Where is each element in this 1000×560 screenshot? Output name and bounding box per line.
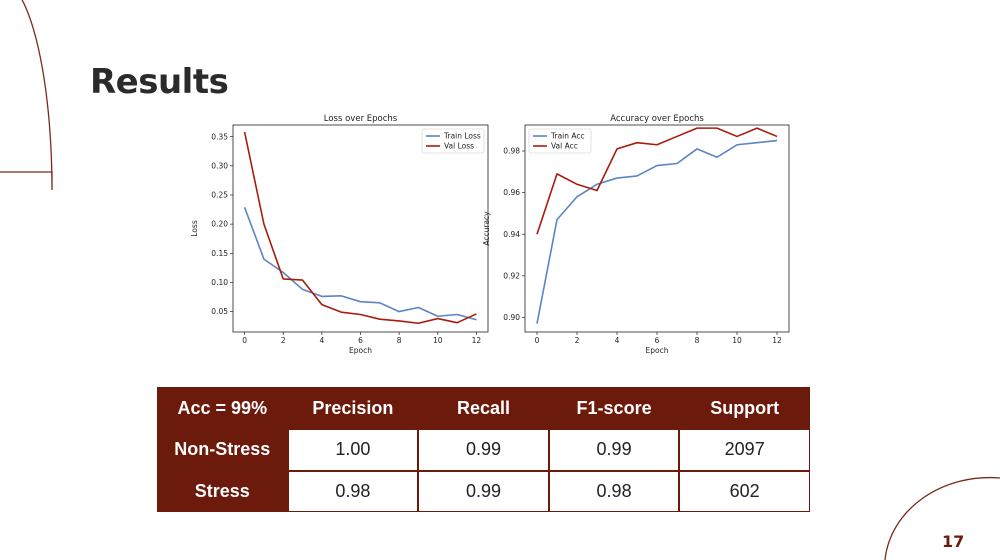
y-tick-label: 0.98	[503, 147, 520, 156]
y-tick-label: 0.20	[211, 220, 228, 229]
x-tick-label: 10	[732, 336, 742, 345]
legend-box	[528, 128, 592, 154]
x-tick-label: 4	[615, 336, 620, 345]
y-tick-label: 0.92	[503, 271, 520, 280]
y-tick-label: 0.35	[211, 132, 228, 141]
y-tick-label: 0.10	[211, 278, 228, 287]
cell-non-stress-precision: 1.00	[287, 429, 419, 471]
header-support: Support	[679, 387, 810, 429]
chart-2: Accuracy over Epochs 0 2 4 6 8 10 12 0.90 0.92 0.9…	[482, 114, 790, 355]
series-line-val-loss	[243, 131, 477, 325]
y-tick-label: 0.90	[503, 313, 520, 322]
slide-title: Results	[90, 62, 229, 102]
legend-label: Train Loss	[443, 132, 481, 141]
chart-title: Accuracy over Epochs	[610, 114, 704, 124]
x-tick-label: 0	[535, 336, 540, 345]
x-tick-label: 12	[472, 336, 482, 345]
x-tick-label: 8	[695, 336, 700, 345]
header-accuracy: Acc = 99%	[157, 387, 288, 429]
cell-non-stress-recall: 0.99	[418, 429, 549, 471]
x-axis-label: Epoch	[349, 346, 372, 355]
charts-area: Loss over Epochs 0 2 4 6 8 10 12 0.05 0.10 0.15 0.2…	[190, 110, 800, 360]
page-number: 17	[942, 532, 965, 551]
x-tick-label: 2	[281, 336, 286, 345]
y-tick-label: 0.96	[503, 188, 520, 197]
row-label-stress: Stress	[157, 470, 288, 512]
legend-label: Val Acc	[551, 142, 578, 151]
y-tick-label: 0.05	[211, 307, 228, 316]
y-tick-label: 0.30	[211, 161, 228, 170]
cell-stress-support: 602	[679, 470, 810, 512]
x-tick-label: 10	[433, 336, 443, 345]
series-line-train-loss	[243, 206, 477, 321]
y-axis-label: Accuracy	[482, 211, 491, 246]
plot-frame	[524, 124, 790, 333]
x-tick-label: 12	[772, 336, 782, 345]
x-tick-label: 0	[242, 336, 247, 345]
x-axis-label: Epoch	[646, 346, 669, 355]
x-tick-label: 8	[397, 336, 402, 345]
header-precision: Precision	[287, 387, 419, 429]
y-tick-label: 0.94	[503, 230, 520, 239]
table-row-stress: Stress 0.98 0.99 0.98 602	[157, 470, 810, 512]
header-f1-score: F1-score	[548, 387, 680, 429]
metrics-table: Acc = 99% Precision Recall F1-score Supp…	[157, 387, 810, 512]
y-axis-label: Loss	[190, 220, 199, 237]
top-left-arc	[0, 0, 53, 191]
cell-stress-precision: 0.98	[287, 470, 419, 512]
series-line-train-acc	[536, 139, 778, 324]
cell-non-stress-f1: 0.99	[548, 429, 680, 471]
cell-stress-f1: 0.98	[548, 470, 680, 512]
table-row-non-stress: Non-Stress 1.00 0.99 0.99 2097	[157, 429, 810, 471]
series-line-val-acc	[536, 127, 778, 235]
y-tick-label: 0.15	[211, 249, 228, 258]
chart-1: Loss over Epochs 0 2 4 6 8 10 12 0.05 0.10 0.15 0.2…	[190, 114, 489, 355]
table-header-row: Acc = 99% Precision Recall F1-score Supp…	[157, 387, 810, 429]
x-tick-label: 4	[319, 336, 324, 345]
legend-label: Val Loss	[444, 142, 474, 151]
legend-box	[421, 128, 485, 154]
cell-stress-recall: 0.99	[418, 470, 549, 512]
x-tick-label: 6	[655, 336, 660, 345]
charts-svg: Loss over Epochs 0 2 4 6 8 10 12 0.05 0.10 0.15 0.2…	[190, 114, 790, 355]
x-tick-label: 2	[575, 336, 580, 345]
row-label-non-stress: Non-Stress	[157, 429, 288, 471]
chart-title: Loss over Epochs	[324, 114, 398, 124]
y-tick-label: 0.25	[211, 191, 228, 200]
legend-label: Train Acc	[550, 132, 585, 141]
cell-non-stress-support: 2097	[679, 429, 810, 471]
x-tick-label: 6	[358, 336, 363, 345]
header-recall: Recall	[418, 387, 549, 429]
